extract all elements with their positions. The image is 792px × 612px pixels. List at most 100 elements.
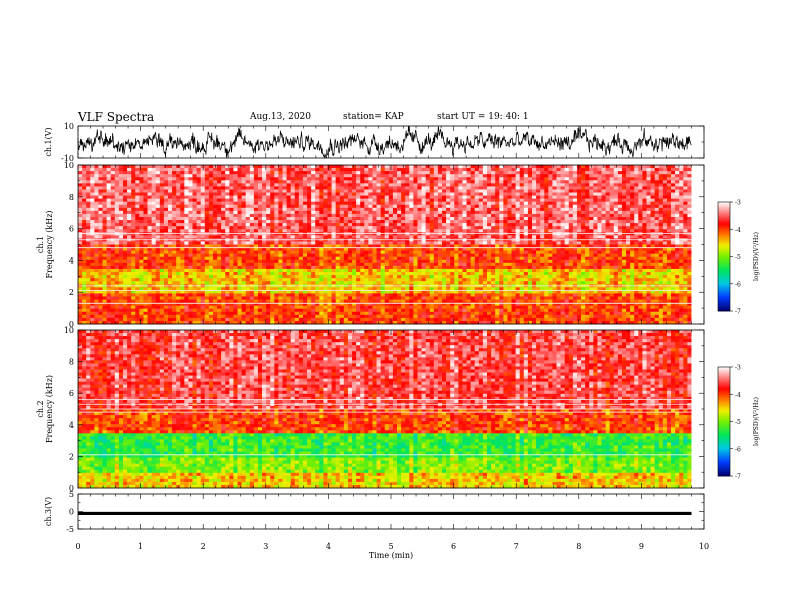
spectrogram-cell	[319, 244, 324, 248]
spectrogram-cell	[650, 232, 656, 236]
spectrogram-cell	[634, 177, 639, 181]
spectrogram-cell	[384, 165, 390, 169]
spectrogram-cell	[576, 195, 582, 200]
spectrogram-cell	[172, 247, 177, 252]
spectrogram-cell	[531, 168, 537, 172]
spectrogram-cell	[331, 192, 337, 196]
spectrogram-cell	[437, 250, 443, 255]
spectrogram-cell	[98, 198, 103, 203]
spectrogram-cell	[282, 213, 287, 218]
spectrogram-cell	[671, 174, 676, 178]
spectrogram-cell	[286, 247, 292, 252]
spectrogram-cell	[417, 256, 422, 261]
spectrogram-cell	[331, 204, 337, 209]
spectrogram-cell	[364, 198, 369, 203]
spectrogram-cell	[630, 244, 635, 248]
spectrogram-cell	[421, 241, 427, 245]
spectrogram-cell	[270, 235, 275, 239]
spectrogram-cell	[626, 253, 631, 258]
spectrogram-cell	[253, 198, 259, 203]
spectrogram-cell	[249, 250, 255, 255]
spectrogram-cell	[536, 210, 541, 215]
spectrogram-cell	[495, 262, 500, 267]
spectrogram-cell	[621, 226, 627, 230]
spectrogram-cell	[78, 253, 83, 258]
spectrogram-cell	[540, 235, 545, 239]
spectrogram-cell	[212, 204, 218, 209]
spectrogram-cell	[78, 262, 83, 267]
spectrogram-cell	[253, 204, 259, 209]
spectrogram-cell	[360, 229, 365, 233]
spectrogram-cell	[347, 256, 353, 261]
spectrogram-cell	[229, 192, 234, 196]
spectrogram-cell	[671, 204, 676, 209]
spectrogram-cell	[421, 247, 427, 252]
spectrogram-cell	[466, 195, 472, 200]
spectrogram-cell	[131, 183, 136, 187]
spectrogram-cell	[617, 204, 623, 209]
spectrogram-cell	[229, 226, 234, 230]
spectrogram-cell	[82, 265, 87, 270]
spectrogram-cell	[237, 210, 242, 215]
spectrogram-cell	[196, 165, 202, 169]
spectrogram-cell	[253, 226, 259, 230]
spectrogram-cell	[450, 207, 455, 212]
spectrogram-cell	[458, 223, 463, 227]
spectrogram-cell	[630, 210, 635, 215]
spectrogram-cell	[687, 247, 692, 252]
spectrogram-cell	[634, 220, 639, 224]
spectrogram-cell	[413, 198, 418, 203]
spectrogram-cell	[364, 183, 369, 187]
spectrogram-cell	[245, 213, 251, 218]
spectrogram-cell	[376, 250, 382, 255]
spectrogram-cell	[253, 235, 259, 239]
spectrogram-cell	[98, 204, 103, 209]
spectrogram-cell	[589, 262, 594, 267]
spectrogram-cell	[523, 250, 529, 255]
spectrogram-cell	[200, 232, 206, 236]
spectrogram-cell	[257, 213, 263, 218]
spectrogram-cell	[352, 250, 357, 255]
spectrogram-cell	[176, 201, 181, 206]
spectrogram-cell	[147, 253, 153, 258]
spectrogram-cell	[401, 198, 406, 203]
spectrogram-cell	[188, 210, 193, 215]
spectrogram-cell	[425, 250, 431, 255]
spectrogram-cell	[163, 247, 169, 252]
spectrogram-cell	[474, 216, 480, 221]
spectrogram-cell	[572, 186, 578, 190]
spectrogram-cell	[466, 180, 472, 184]
spectrogram-cell	[249, 229, 255, 233]
spectrogram-cell	[397, 235, 402, 239]
spectrogram-cell	[204, 223, 210, 227]
spectrogram-cell	[638, 235, 643, 239]
spectrogram-cell	[609, 220, 615, 224]
spectrogram-cell	[327, 165, 332, 169]
spectrogram-cell	[466, 216, 472, 221]
spectrogram-cell	[658, 247, 664, 252]
spectrogram-cell	[425, 229, 431, 233]
spectrogram-cell	[274, 232, 279, 236]
spectrogram-cell	[413, 171, 418, 175]
spectrogram-cell	[139, 198, 144, 203]
spectrogram-cell	[327, 207, 332, 212]
spectrogram-cell	[323, 244, 328, 248]
spectrogram-cell	[687, 232, 692, 236]
spectrogram-cell	[576, 210, 582, 215]
spectrogram-cell	[147, 259, 153, 264]
spectrogram-cell	[143, 256, 148, 261]
spectrogram-cell	[495, 241, 500, 245]
spectrogram-cell	[548, 195, 553, 200]
spectrogram-cell	[650, 171, 656, 175]
spectrogram-cell	[531, 223, 537, 227]
spectrogram-cell	[302, 168, 308, 172]
spectrogram-cell	[364, 207, 369, 212]
spectrogram-cell	[409, 210, 414, 215]
spectrogram-cell	[560, 186, 566, 190]
spectrogram-cell	[478, 232, 484, 236]
spectrogram-cell	[683, 262, 688, 267]
spectrogram-cell	[102, 213, 108, 218]
spectrogram-cell	[552, 207, 557, 212]
spectrogram-cell	[429, 259, 435, 264]
spectrogram-cell	[626, 232, 631, 236]
